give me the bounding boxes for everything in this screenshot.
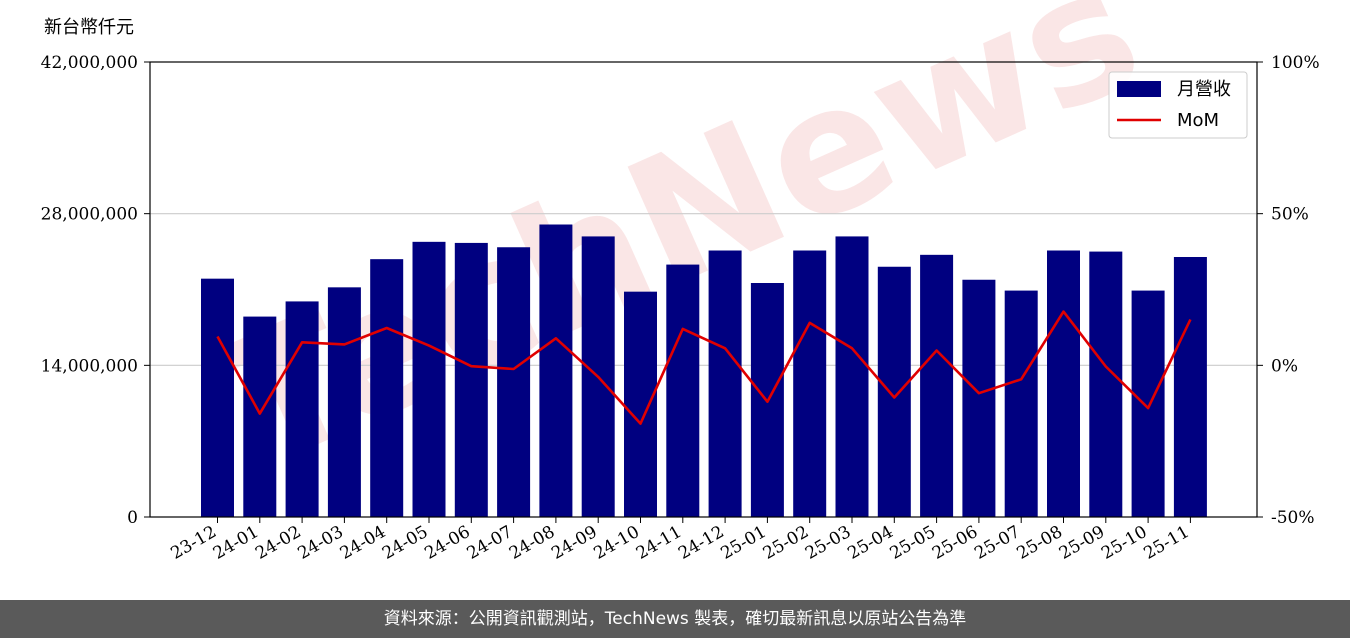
bar (1004, 290, 1038, 517)
bar (201, 278, 234, 517)
x-tick-label: 24-03 (294, 522, 346, 564)
x-tick-label: 24-11 (633, 522, 685, 564)
revenue-chart: TechNews 014,000,00028,000,00042,000,000… (41, 0, 1320, 564)
x-tick-label: 23-12 (168, 522, 220, 564)
x-tick-label: 25-11 (1140, 522, 1192, 564)
bar (962, 279, 996, 517)
bar (497, 247, 531, 517)
bar (1173, 257, 1207, 517)
x-tick-label: 24-02 (252, 522, 304, 564)
bar (877, 266, 911, 517)
right-axis: -50% 0% 50% 100% (1257, 53, 1320, 528)
left-axis: 0 14,000,000 28,000,000 42,000,000 (41, 53, 150, 528)
bar (1131, 290, 1165, 517)
y2-tick-label: -50% (1271, 508, 1315, 528)
legend-label-revenue: 月營收 (1177, 79, 1231, 100)
x-tick-label: 25-10 (1098, 522, 1150, 564)
x-tick-label: 25-04 (844, 522, 896, 564)
x-axis: 23-1224-0124-0224-0324-0424-0524-0624-07… (168, 517, 1193, 564)
x-tick-label: 24-05 (379, 522, 431, 564)
bar (370, 259, 404, 517)
x-tick-label: 25-08 (1014, 522, 1066, 564)
bar (666, 264, 700, 517)
bar (412, 241, 446, 518)
legend-swatch-bar (1117, 81, 1161, 97)
bar (835, 236, 869, 517)
y2-tick-label: 50% (1271, 205, 1309, 225)
bar (539, 224, 573, 517)
mom-line (216, 310, 1192, 425)
x-tick-label: 25-09 (1056, 522, 1108, 564)
x-tick-label: 24-01 (210, 522, 262, 564)
bar (327, 287, 361, 517)
bar (243, 316, 277, 517)
y-tick-label: 42,000,000 (41, 53, 138, 73)
y2-tick-label: 0% (1271, 356, 1298, 376)
x-tick-label: 24-10 (591, 522, 643, 564)
x-tick-label: 24-08 (506, 522, 558, 564)
x-tick-label: 24-04 (337, 522, 389, 564)
x-tick-label: 25-02 (760, 522, 812, 564)
mom-line-series (216, 310, 1192, 425)
legend: 月營收 MoM (1108, 71, 1248, 139)
bar (1047, 250, 1080, 517)
legend-label-mom: MoM (1177, 110, 1219, 131)
x-tick-label: 25-03 (802, 522, 854, 564)
bar (624, 291, 657, 517)
x-tick-label: 25-06 (929, 522, 981, 564)
x-tick-label: 25-07 (971, 522, 1023, 564)
x-tick-label: 24-09 (548, 522, 600, 564)
y-tick-label: 28,000,000 (41, 205, 138, 225)
bar (285, 301, 319, 517)
x-tick-label: 24-06 (421, 522, 473, 564)
source-footer: 資料來源：公開資訊觀測站，TechNews 製表，確切最新訊息以原站公告為準 (0, 600, 1350, 638)
x-tick-label: 24-07 (464, 522, 516, 564)
x-tick-label: 24-12 (675, 522, 727, 564)
bar (708, 250, 742, 517)
y-tick-label: 14,000,000 (41, 356, 138, 376)
x-tick-label: 25-01 (717, 522, 769, 564)
bar-series (201, 224, 1207, 518)
bar (454, 242, 488, 517)
y2-tick-label: 100% (1271, 53, 1320, 73)
bar (793, 250, 827, 517)
y-tick-label: 0 (127, 508, 138, 528)
bar (1089, 251, 1123, 518)
plot-frame (149, 61, 1258, 518)
y-axis-unit-label: 新台幣仟元 (44, 17, 134, 38)
x-tick-label: 25-05 (887, 522, 939, 564)
bar (920, 254, 954, 518)
